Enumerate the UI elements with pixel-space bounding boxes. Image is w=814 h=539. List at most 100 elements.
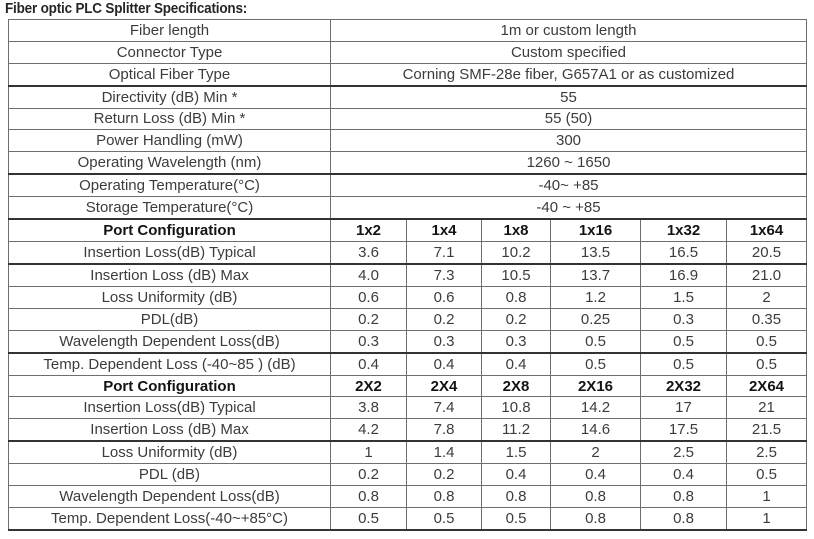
spec-label: Return Loss (dB) Min *	[8, 107, 331, 131]
value-cell: 1	[726, 506, 807, 531]
spec-label: Insertion Loss (dB) Max	[8, 263, 331, 288]
spec-label: Temp. Dependent Loss(-40~+85°C)	[8, 506, 331, 531]
value-cell: 2.5	[640, 440, 727, 465]
port-column-header: 2X4	[406, 374, 482, 398]
port-config-label: Port Configuration	[8, 218, 331, 243]
spec-value: -40 ~ +85	[330, 196, 807, 221]
value-cell: 0.35	[726, 307, 807, 331]
spec-label: PDL(dB)	[8, 307, 331, 331]
table-row: Temp. Dependent Loss(-40~+85°C) 0.5 0.5 …	[8, 506, 807, 531]
value-cell: 0.5	[406, 506, 482, 531]
table-row: Loss Uniformity (dB) 0.6 0.6 0.8 1.2 1.5…	[8, 286, 807, 309]
value-cell: 0.5	[640, 352, 727, 376]
value-cell: 0.2	[330, 463, 407, 486]
table-row: Wavelength Dependent Loss(dB) 0.8 0.8 0.…	[8, 484, 807, 508]
value-cell: 0.3	[406, 329, 482, 354]
spec-label: Wavelength Dependent Loss(dB)	[8, 484, 331, 508]
value-cell: 0.4	[406, 352, 482, 376]
value-cell: 1.4	[406, 440, 482, 465]
port-config-label: Port Configuration	[8, 374, 331, 398]
table-row: Temp. Dependent Loss (-40~85 ) (dB) 0.4 …	[8, 352, 807, 376]
value-cell: 16.5	[640, 241, 727, 266]
port-column-header: 1x16	[550, 218, 641, 243]
value-cell: 1.2	[550, 286, 641, 309]
table-row: Insertion Loss(dB) Typical 3.8 7.4 10.8 …	[8, 396, 807, 420]
specifications-table: Fiber length 1m or custom length Connect…	[8, 19, 807, 531]
value-cell: 0.8	[550, 484, 641, 508]
spec-label: Power Handling (mW)	[8, 129, 331, 153]
port-column-header: 2X8	[481, 374, 551, 398]
value-cell: 10.2	[481, 241, 551, 266]
spec-label: Storage Temperature(°C)	[8, 196, 331, 221]
value-cell: 11.2	[481, 418, 551, 443]
page-title: Fiber optic PLC Splitter Specifications:	[5, 1, 248, 17]
spec-label: Insertion Loss(dB) Typical	[8, 396, 331, 420]
value-cell: 0.5	[550, 352, 641, 376]
value-cell: 0.8	[640, 484, 727, 508]
value-cell: 0.5	[640, 329, 727, 354]
value-cell: 17.5	[640, 418, 727, 443]
value-cell: 0.4	[550, 463, 641, 486]
port-column-header: 2X16	[550, 374, 641, 398]
spec-value: Corning SMF-28e fiber, G657A1 or as cust…	[330, 62, 807, 87]
value-cell: 0.25	[550, 307, 641, 331]
spec-label: Loss Uniformity (dB)	[8, 440, 331, 465]
value-cell: 14.6	[550, 418, 641, 443]
value-cell: 2	[726, 286, 807, 309]
port-column-header: 1x64	[726, 218, 807, 243]
table-row: Connector Type Custom specified	[8, 40, 807, 64]
port-column-header: 1x4	[406, 218, 482, 243]
port-column-header-highlighted: 1x32	[640, 218, 727, 243]
value-cell: 0.8	[640, 506, 727, 531]
value-cell: 13.7	[550, 263, 641, 288]
spec-label: Operating Wavelength (nm)	[8, 151, 331, 176]
value-cell: 7.1	[406, 241, 482, 266]
value-cell: 0.5	[550, 329, 641, 354]
value-cell: 0.8	[481, 286, 551, 309]
spec-label: Loss Uniformity (dB)	[8, 286, 331, 309]
spec-label: Directivity (dB) Min *	[8, 85, 331, 109]
table-row: PDL(dB) 0.2 0.2 0.2 0.25 0.3 0.35	[8, 307, 807, 331]
value-cell: 17	[640, 396, 727, 420]
port-column-header: 2X2	[330, 374, 407, 398]
value-cell: 0.3	[640, 307, 727, 331]
spec-label: Connector Type	[8, 40, 331, 64]
value-cell: 13.5	[550, 241, 641, 266]
value-cell: 10.8	[481, 396, 551, 420]
value-cell: 0.2	[330, 307, 407, 331]
value-cell: 2.5	[726, 440, 807, 465]
spec-value: 300	[330, 129, 807, 153]
table-row: PDL (dB) 0.2 0.2 0.4 0.4 0.4 0.5	[8, 463, 807, 486]
value-cell: 0.8	[406, 484, 482, 508]
port-column-header: 2X32	[640, 374, 727, 398]
spec-value: Custom specified	[330, 40, 807, 64]
spec-label: Insertion Loss(dB) Typical	[8, 241, 331, 266]
value-cell: 0.4	[640, 463, 727, 486]
table-row: Operating Temperature(°C) -40~ +85	[8, 173, 807, 198]
value-cell: 0.5	[726, 463, 807, 486]
value-cell: 16.9	[640, 263, 727, 288]
table-row: Insertion Loss(dB) Typical 3.6 7.1 10.2 …	[8, 241, 807, 266]
port-column-header: 1x8	[481, 218, 551, 243]
table-row: Power Handling (mW) 300	[8, 129, 807, 153]
value-cell: 0.5	[330, 506, 407, 531]
value-cell: 0.2	[406, 307, 482, 331]
table-row: Loss Uniformity (dB) 1 1.4 1.5 2 2.5 2.5	[8, 440, 807, 465]
value-cell: 1.5	[640, 286, 727, 309]
value-cell: 7.8	[406, 418, 482, 443]
spec-label: PDL (dB)	[8, 463, 331, 486]
table-row: Fiber length 1m or custom length	[8, 19, 807, 42]
spec-value: 55	[330, 85, 807, 109]
spec-label: Optical Fiber Type	[8, 62, 331, 87]
spec-value: 1m or custom length	[330, 19, 807, 42]
value-cell: 4.0	[330, 263, 407, 288]
table-row: Operating Wavelength (nm) 1260 ~ 1650	[8, 151, 807, 176]
value-cell: 1.5	[481, 440, 551, 465]
value-cell: 0.3	[330, 329, 407, 354]
value-cell: 7.3	[406, 263, 482, 288]
port-column-header: 1x2	[330, 218, 407, 243]
value-cell: 10.5	[481, 263, 551, 288]
value-cell: 14.2	[550, 396, 641, 420]
value-cell: 0.8	[481, 484, 551, 508]
value-cell: 0.4	[481, 463, 551, 486]
